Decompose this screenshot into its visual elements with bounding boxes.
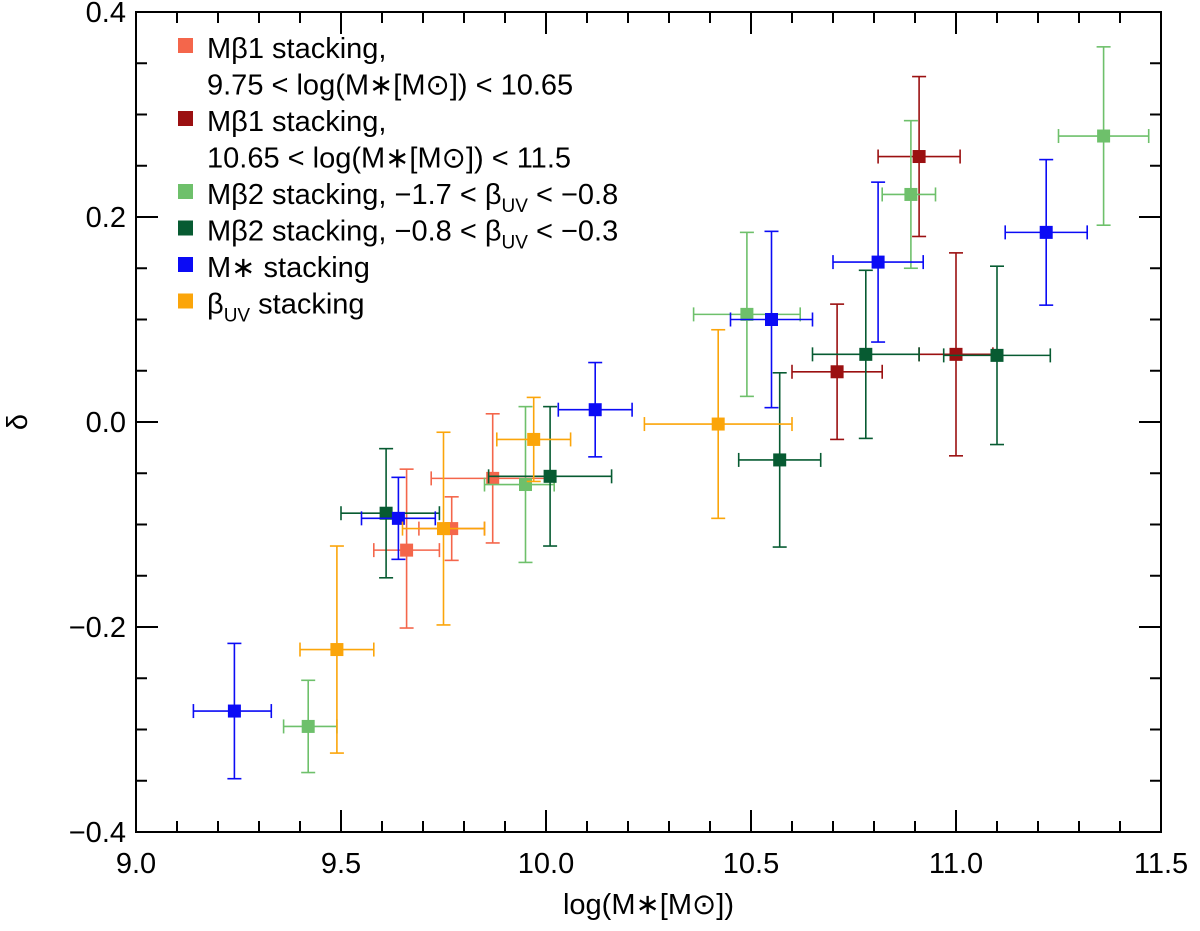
legend-label: Mβ1 stacking, xyxy=(207,106,386,138)
x-tick-label: 10.0 xyxy=(518,848,574,880)
data-point xyxy=(486,471,500,485)
data-point xyxy=(990,348,1004,362)
data-point xyxy=(301,719,315,733)
x-axis-title: log(M∗[M⊙]) xyxy=(563,889,734,921)
series-3 xyxy=(282,46,1150,774)
data-point xyxy=(949,347,963,361)
legend-text-part: Mβ2 stacking, −1.7 < β xyxy=(207,179,502,211)
legend-text-part: < −0.8 xyxy=(528,179,618,211)
legend-label: 9.75 < log(M∗[M⊙]) < 10.65 xyxy=(207,70,573,102)
data-point xyxy=(519,478,532,492)
y-tick-label: −0.2 xyxy=(69,612,126,644)
series-4 xyxy=(340,265,1052,579)
data-point xyxy=(740,307,754,321)
data-point xyxy=(859,347,873,361)
data-point xyxy=(773,453,787,467)
data-point xyxy=(1039,225,1053,239)
legend-label: Mβ2 stacking, −1.7 < βUV < −0.8 xyxy=(207,179,618,217)
data-point xyxy=(830,365,844,379)
legend-swatch xyxy=(178,220,193,236)
data-point xyxy=(391,511,405,525)
legend-item-2: Mβ1 stacking, 10.65 < log(M∗[M⊙]) < 11.5 xyxy=(178,106,571,175)
legend-subscript: UV xyxy=(224,306,251,327)
series-1 xyxy=(372,412,556,629)
data-point xyxy=(227,704,241,718)
series-6 xyxy=(299,328,793,754)
legend-label: βUV stacking xyxy=(207,289,365,327)
plot-frame xyxy=(135,11,1162,833)
data-point xyxy=(912,150,926,164)
legend-label: 10.65 < log(M∗[M⊙]) < 11.5 xyxy=(207,143,571,175)
data-point xyxy=(400,543,414,557)
legend-item-3: Mβ2 stacking, −1.7 < βUV < −0.8 xyxy=(178,179,618,217)
data-point xyxy=(1097,129,1111,143)
legend-subscript: UV xyxy=(502,233,529,254)
ticks-layer xyxy=(135,11,1162,833)
legend-subscript: UV xyxy=(502,196,529,217)
data-point xyxy=(765,313,778,326)
x-tick-label: 11.5 xyxy=(1134,848,1188,880)
data-point xyxy=(379,506,393,520)
y-tick-label: 0.2 xyxy=(86,202,126,234)
tick-labels-layer: 9.0 9.5 10.0 10.5 11.0 11.5 −0.4 −0.2 0.0 0.2 0.4 xyxy=(69,0,1188,880)
data-point xyxy=(437,522,450,536)
legend-item-1: Mβ1 stacking, 9.75 < log(M∗[M⊙]) < 10.65 xyxy=(178,33,573,102)
legend-text-part: M∗ stacking xyxy=(207,252,370,284)
y-tick-label: 0.0 xyxy=(86,407,126,439)
legend-text-part: < −0.3 xyxy=(528,216,618,248)
data-layer xyxy=(192,46,1150,780)
series-2 xyxy=(791,75,994,457)
legend-label: M∗ stacking xyxy=(207,252,370,284)
legend-item-5: M∗ stacking xyxy=(178,252,370,284)
legend-swatch xyxy=(178,257,193,272)
legend-swatch xyxy=(178,184,193,199)
data-point xyxy=(871,255,885,269)
y-tick-label: −0.4 xyxy=(69,817,126,849)
data-point xyxy=(904,187,918,201)
legend-text-part: β xyxy=(207,289,224,321)
x-tick-label: 11.0 xyxy=(929,848,983,880)
x-tick-label: 9.0 xyxy=(116,848,156,880)
series-5 xyxy=(192,158,1088,780)
data-point xyxy=(711,417,725,431)
legend-swatch xyxy=(178,38,193,53)
legend-item-6: βUV stacking xyxy=(178,289,365,327)
x-tick-label: 10.5 xyxy=(723,848,779,880)
data-point xyxy=(527,432,541,446)
y-tick-label: 0.4 xyxy=(86,0,126,29)
legend-label: Mβ2 stacking, −0.8 < βUV < −0.3 xyxy=(207,216,618,254)
legend-swatch xyxy=(178,111,193,126)
x-tick-label: 9.5 xyxy=(321,848,361,880)
data-point xyxy=(588,403,602,417)
legend-item-4: Mβ2 stacking, −0.8 < βUV < −0.3 xyxy=(178,216,618,254)
legend-text-part: Mβ2 stacking, −0.8 < β xyxy=(207,216,502,248)
legend-label: Mβ1 stacking, xyxy=(207,33,386,65)
legend-swatch xyxy=(178,293,193,309)
y-axis-title: δ xyxy=(2,414,34,430)
legend: Mβ1 stacking,9.75 < log(M∗[M⊙]) < 10.65M… xyxy=(178,33,618,327)
data-point xyxy=(330,643,344,657)
legend-text-part: stacking xyxy=(250,289,364,321)
data-point xyxy=(543,469,557,483)
